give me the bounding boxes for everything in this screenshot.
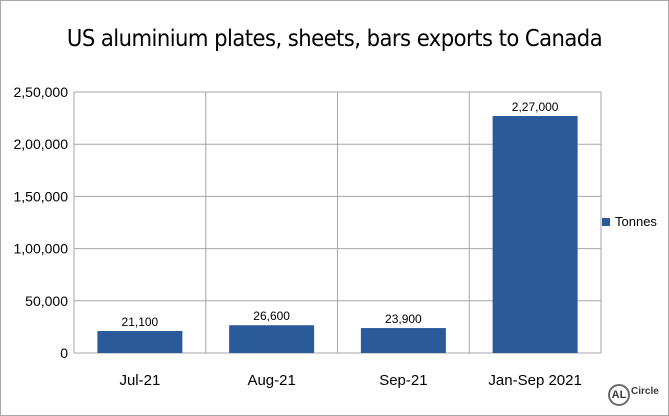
y-tick-label: 50,000	[25, 293, 68, 309]
x-tick-label: Aug-21	[247, 372, 295, 389]
y-tick-label: 2,00,000	[14, 136, 69, 152]
legend-label: Tonnes	[615, 214, 657, 229]
bar	[97, 330, 183, 353]
x-tick-label: Jul-21	[119, 372, 160, 389]
data-label: 23,900	[385, 312, 422, 326]
x-tick-label: Sep-21	[379, 372, 427, 389]
bar	[360, 328, 446, 353]
y-tick-label: 0	[60, 345, 68, 361]
x-tick-label: Jan-Sep 2021	[488, 372, 581, 389]
logo-word: Circle	[631, 385, 659, 397]
y-tick-label: 1,50,000	[14, 188, 69, 204]
chart-title: US aluminium plates, sheets, bars export…	[66, 26, 603, 52]
y-tick-label: 2,50,000	[14, 84, 69, 100]
bar	[229, 325, 315, 353]
data-label: 26,600	[253, 309, 290, 323]
alcircle-logo: AL Circle	[608, 384, 659, 406]
bar	[492, 116, 578, 354]
logo-mark: AL	[608, 384, 630, 406]
y-tick-label: 1,00,000	[14, 241, 69, 257]
legend: Tonnes	[602, 214, 657, 229]
data-label: 2,27,000	[512, 100, 559, 114]
data-label: 21,100	[122, 315, 159, 329]
legend-swatch	[602, 217, 610, 226]
